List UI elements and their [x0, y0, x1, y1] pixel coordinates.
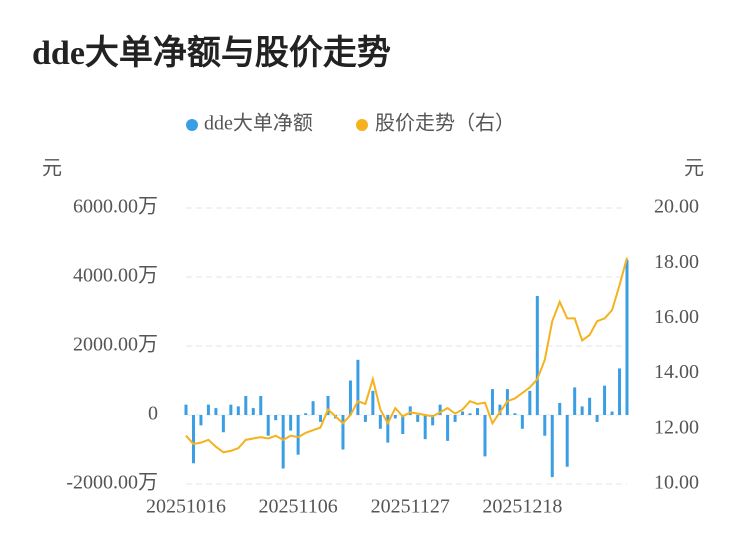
bar	[348, 380, 352, 415]
bar	[535, 295, 539, 415]
bar	[289, 415, 293, 431]
bar	[550, 415, 554, 478]
bar	[408, 406, 412, 415]
bar	[513, 413, 517, 415]
x-tick-label: 20251218	[482, 496, 562, 518]
bar	[356, 359, 360, 415]
bar	[259, 396, 263, 415]
y-tick-label: -2000.00万	[66, 472, 158, 494]
x-tick-label: 20251106	[258, 496, 337, 518]
bar	[416, 415, 420, 422]
bar	[520, 415, 524, 429]
bar	[214, 408, 218, 415]
legend-label: 股价走势（右）	[375, 112, 515, 135]
y-tick-label: 0	[148, 403, 158, 425]
bar	[573, 387, 577, 415]
x-tick-label: 20251127	[371, 496, 450, 518]
bar	[446, 415, 450, 441]
bar	[363, 415, 367, 422]
y2-tick-label: 16.00	[654, 306, 699, 328]
bar	[371, 390, 375, 415]
bar	[199, 415, 203, 426]
x-tick-label: 20251016	[146, 496, 226, 518]
bar	[610, 411, 614, 415]
price-line	[185, 257, 628, 454]
y2-tick-label: 20.00	[654, 196, 699, 218]
bar	[401, 415, 405, 434]
bar	[393, 415, 397, 419]
bar	[304, 413, 308, 415]
bar	[528, 390, 532, 415]
bar	[438, 404, 442, 415]
bar	[266, 415, 270, 436]
bar	[191, 415, 195, 464]
y-tick-label: 6000.00万	[73, 196, 158, 218]
y2-tick-label: 18.00	[654, 251, 699, 273]
y2-tick-label: 10.00	[654, 472, 699, 494]
bar	[461, 411, 465, 415]
bar	[595, 415, 599, 422]
bar	[274, 415, 278, 421]
bar	[490, 389, 494, 415]
bar	[498, 404, 502, 415]
bar	[468, 413, 472, 415]
bar	[341, 415, 345, 450]
bar	[378, 415, 382, 429]
bar	[543, 415, 547, 436]
bar	[281, 415, 285, 469]
bar	[625, 259, 629, 415]
legend-marker	[186, 119, 198, 131]
y2-tick-label: 14.00	[654, 361, 699, 383]
bar	[221, 415, 225, 433]
bar	[326, 396, 330, 415]
bar	[476, 408, 480, 415]
bar	[251, 408, 255, 415]
bar	[558, 402, 562, 415]
bar	[184, 404, 188, 415]
bar	[386, 415, 390, 443]
bar	[311, 401, 315, 415]
bar	[618, 368, 622, 415]
bar	[296, 415, 300, 455]
y-tick-label: 2000.00万	[73, 334, 158, 356]
bar	[319, 415, 323, 422]
bar	[206, 404, 210, 415]
bar	[423, 415, 427, 440]
y-axis-label: 元	[42, 158, 62, 180]
y2-tick-label: 12.00	[654, 416, 699, 438]
legend-marker	[356, 119, 368, 131]
legend-label: dde大单净额	[204, 112, 313, 135]
bar	[229, 404, 233, 415]
chart-title: dde大单净额与股价走势	[32, 34, 391, 72]
bar	[244, 396, 248, 415]
bar	[588, 397, 592, 415]
y2-axis-label: 元	[684, 158, 704, 180]
y-tick-label: 4000.00万	[73, 265, 158, 287]
bar	[603, 385, 607, 415]
bar	[580, 406, 584, 415]
bar	[431, 415, 435, 426]
bar	[453, 415, 457, 422]
bar	[483, 415, 487, 457]
bar	[236, 406, 240, 415]
bar	[565, 415, 569, 467]
